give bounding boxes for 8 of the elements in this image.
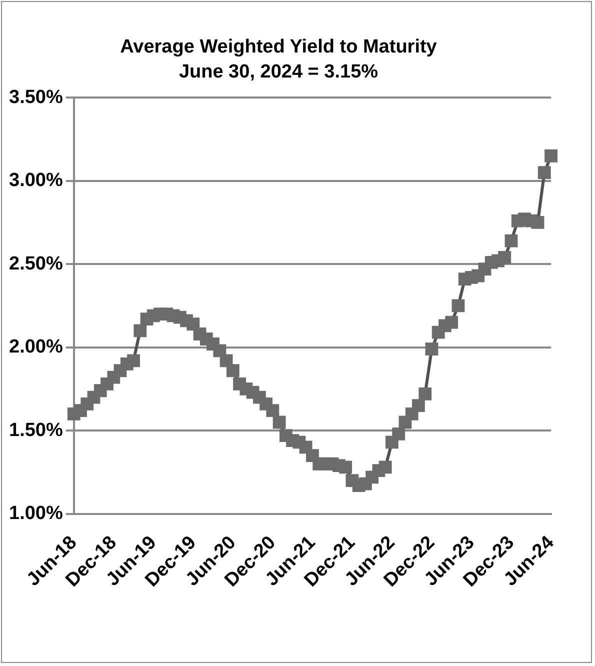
y-tick-label: 2.00% (9, 336, 63, 358)
y-tick-label: 3.00% (9, 170, 63, 192)
chart-subtitle: June 30, 2024 = 3.15% (178, 61, 378, 82)
y-tick-label: 3.50% (9, 86, 63, 108)
y-tick-label: 1.50% (9, 420, 63, 441)
y-tick-label: 2.50% (9, 253, 63, 274)
chart-title: Average Weighted Yield to Maturity (120, 36, 438, 58)
y-tick-label: 1.00% (9, 503, 63, 524)
